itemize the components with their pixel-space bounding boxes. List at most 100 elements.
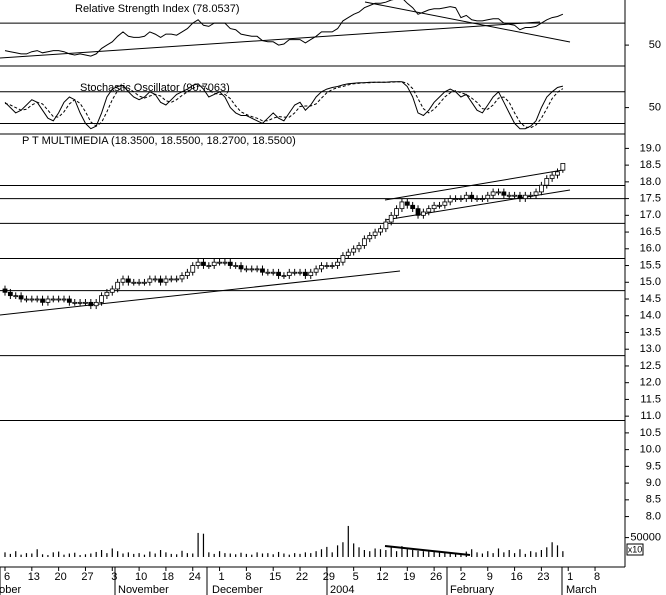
volume-bar (74, 552, 76, 557)
volume-bar (358, 547, 360, 557)
x-tick-label: 3 (111, 571, 117, 583)
volume-bar (176, 554, 178, 557)
candle-body (168, 278, 174, 281)
volume-bar (556, 545, 559, 557)
volume-bar (122, 553, 124, 557)
volume-bar (535, 552, 537, 557)
volume-bar (111, 548, 113, 557)
y-tick-label: 17.0 (640, 209, 661, 221)
candle-body (388, 214, 394, 223)
volume-bar (181, 550, 183, 557)
volume-bar (310, 553, 312, 557)
candle-body (426, 208, 432, 213)
y-tick-label: 15.0 (640, 276, 661, 288)
volume-bar (433, 551, 435, 557)
candle-body (469, 194, 475, 199)
x-tick-label: 26 (430, 571, 442, 583)
candle-body (399, 201, 405, 210)
volume-bar (487, 551, 489, 557)
volume-bar (503, 552, 505, 557)
volume-bar (513, 553, 516, 557)
candle-body (431, 204, 437, 210)
candle-body (88, 301, 94, 307)
volume-bar (283, 553, 285, 557)
volume-bar (562, 551, 564, 557)
y-tick-label: 10.5 (640, 427, 661, 439)
y-tick-label: 13.5 (640, 326, 661, 338)
volume-bar (401, 546, 403, 557)
candle-body (265, 271, 271, 274)
candle-body (201, 261, 206, 266)
y-tick-label: 50000 (630, 531, 661, 543)
y-tick-label: 19.0 (640, 142, 661, 154)
volume-bar (159, 550, 162, 557)
y-tick-label: 8.0 (646, 510, 661, 522)
candle-body (147, 278, 153, 283)
volume-bar (412, 550, 414, 557)
y-tick-label: 16.0 (640, 243, 661, 255)
x-tick-label: 13 (28, 571, 40, 583)
volume-bar (299, 553, 301, 557)
candle-body (447, 198, 453, 203)
volume-bar (100, 550, 103, 557)
y-tick-label: 8.5 (646, 494, 661, 506)
candle-body (50, 298, 56, 301)
candle-body (308, 271, 314, 276)
candle-body (560, 163, 566, 171)
candle-body (206, 265, 212, 267)
candle-body (163, 278, 169, 283)
trend-line (384, 169, 564, 201)
candle-body (372, 231, 378, 236)
volume-bar (213, 553, 215, 557)
x-tick-label: 16 (510, 571, 522, 583)
candle-body (410, 204, 416, 210)
candle-body (474, 198, 480, 200)
volume-bar (240, 552, 242, 557)
candle-body (297, 271, 303, 274)
candle-body (66, 298, 72, 303)
candle-body (83, 301, 88, 304)
volume-bar (272, 554, 274, 557)
x-tick-label: 22 (296, 571, 308, 583)
volume-bar (20, 554, 22, 557)
candle-body (93, 301, 99, 307)
candle-body (479, 198, 485, 200)
x-tick-label: 18 (162, 571, 174, 583)
volume-bar (481, 553, 483, 557)
volume-bar (519, 549, 521, 557)
x-tick-label: 5 (353, 571, 359, 583)
volume-bar (138, 553, 140, 557)
x-tick-label: 8 (594, 571, 600, 583)
candle-body (506, 194, 512, 197)
x-tick-label: 2 (460, 571, 466, 583)
candle-body (24, 298, 29, 301)
volume-bar (4, 552, 6, 557)
indicator-line (4, 81, 564, 129)
y-tick-label: 9.0 (646, 477, 661, 489)
volume-bar (449, 553, 451, 557)
volume-bar (9, 553, 11, 557)
trend-line (364, 1, 571, 43)
volume-bar (492, 553, 494, 557)
volume-bar (331, 552, 333, 557)
candle-body (40, 298, 45, 303)
volume-bar (476, 552, 478, 557)
volume-bar (315, 551, 317, 557)
volume-bar (336, 545, 339, 557)
y-tick-label: 12.0 (640, 377, 661, 389)
candle-body (404, 201, 410, 206)
volume-bar (58, 551, 60, 557)
candle-body (415, 208, 421, 216)
y-tick-label: 15.5 (640, 259, 661, 271)
x-tick-label: 20 (55, 571, 67, 583)
candle-body (158, 278, 163, 283)
candle-body (367, 235, 373, 240)
candle-body (211, 261, 217, 266)
candle-body (217, 261, 222, 264)
candle-body (179, 275, 185, 280)
volume-bar (133, 553, 135, 557)
indicator-line (4, 81, 564, 130)
volume-bar (229, 553, 231, 557)
candle-body (109, 288, 115, 293)
